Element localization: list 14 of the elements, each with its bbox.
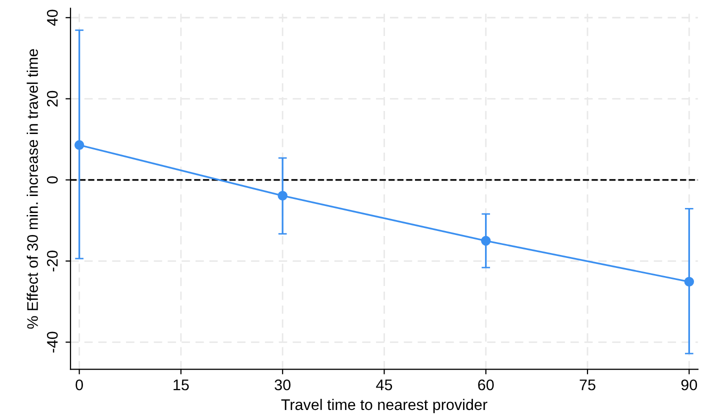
y-tick-label: 40 — [46, 10, 58, 26]
x-tick-label: 75 — [580, 380, 596, 390]
x-tick-label: 90 — [681, 379, 698, 390]
y-tick-label: -40 — [46, 332, 58, 353]
x-tick-label: 30 — [274, 379, 290, 390]
y-tick-label: 0 — [46, 176, 58, 184]
y-tick-label: 20 — [46, 90, 58, 106]
x-tick-label: 60 — [478, 379, 494, 390]
y-tick-label: -20 — [46, 250, 58, 272]
y-axis-title: % Effect of 30 min. increase in travel time — [26, 49, 38, 329]
x-axis-title: Travel time to nearest provider — [281, 398, 488, 414]
x-tick-label: 15 — [174, 380, 189, 390]
x-tick-label: 0 — [76, 379, 83, 390]
x-tick-label: 45 — [376, 380, 392, 390]
